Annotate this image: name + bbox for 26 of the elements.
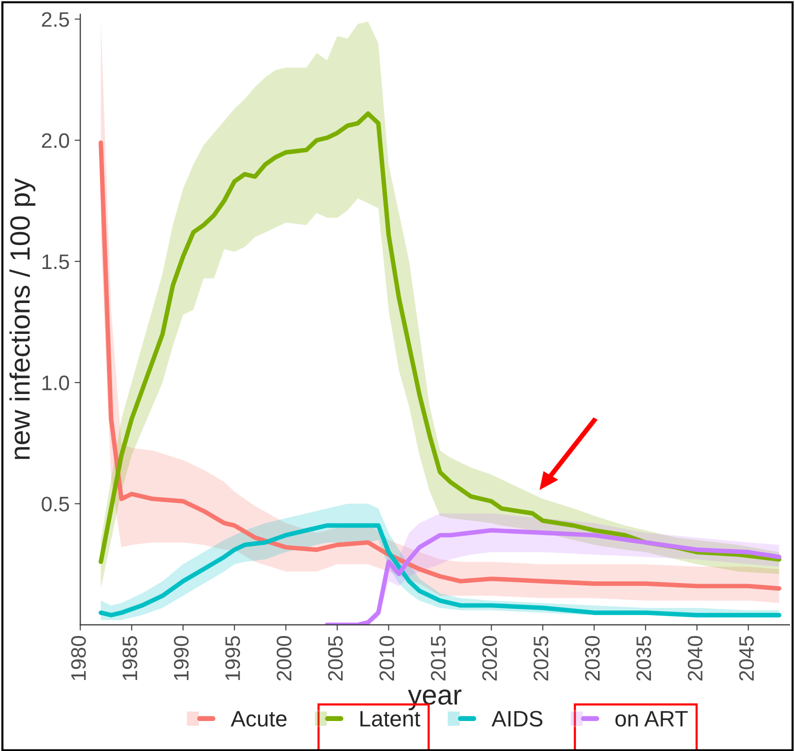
x-tick-label: 2025 — [534, 636, 548, 681]
x-tick-label: 2000 — [276, 636, 292, 681]
legend-label: Acute — [230, 711, 287, 727]
legend-label: Latent — [360, 711, 420, 727]
x-tick-label: 2010 — [379, 636, 394, 681]
x-axis-title: year — [408, 690, 462, 710]
y-axis-title: new infections / 100 py — [9, 178, 36, 459]
legend-label: AIDS — [492, 710, 542, 727]
x-tick-label: 2030 — [585, 636, 600, 681]
y-tick-label: 2.5 — [42, 12, 70, 27]
x-tick-label: 2020 — [482, 636, 497, 681]
legend-label: on ART — [615, 711, 688, 727]
x-tick-label: 2005 — [328, 636, 343, 681]
x-tick-label: 1980 — [71, 636, 86, 680]
x-tick-label: 1995 — [225, 636, 240, 680]
line-series — [98, 523, 782, 618]
x-tick-label: 2045 — [739, 636, 754, 681]
x-tick-label: 2035 — [636, 636, 652, 681]
x-tick-label: 1985 — [122, 636, 138, 680]
y-tick-label: 2.0 — [42, 133, 70, 148]
x-tick-label: 1990 — [174, 636, 189, 680]
x-tick-label: 2015 — [430, 636, 446, 681]
y-tick-label: 0.5 — [42, 496, 70, 512]
y-tick-label: 1.5 — [42, 254, 70, 270]
x-tick-label: 2040 — [688, 636, 703, 681]
y-tick-label: 1.0 — [42, 376, 70, 390]
